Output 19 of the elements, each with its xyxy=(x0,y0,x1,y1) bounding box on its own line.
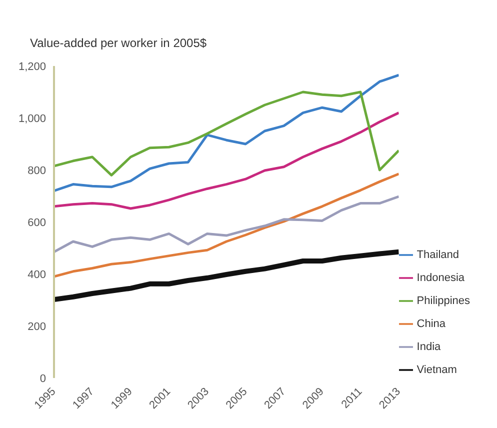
line-series xyxy=(54,195,399,254)
y-tick-label: 600 xyxy=(28,216,46,229)
y-tick-label: 400 xyxy=(28,268,46,281)
legend-label: Vietnam xyxy=(416,364,457,376)
y-tick-label: 800 xyxy=(28,164,46,177)
line-series xyxy=(54,112,399,210)
legend-label: Indonesia xyxy=(416,272,465,284)
legend-label: Philippines xyxy=(416,295,470,307)
line-series xyxy=(54,90,399,176)
legend-label: Thailand xyxy=(416,249,459,261)
y-tick-label: 1,200 xyxy=(18,60,46,73)
y-tick-label: 200 xyxy=(28,320,46,333)
line-series xyxy=(54,74,399,192)
y-tick-label: 1,000 xyxy=(18,112,46,125)
chart-title: Value-added per worker in 2005$ xyxy=(29,35,208,52)
legend-label: China xyxy=(416,318,446,330)
legend-label: India xyxy=(416,341,441,353)
y-tick-label: 0 xyxy=(40,372,46,385)
line-series xyxy=(54,172,399,278)
